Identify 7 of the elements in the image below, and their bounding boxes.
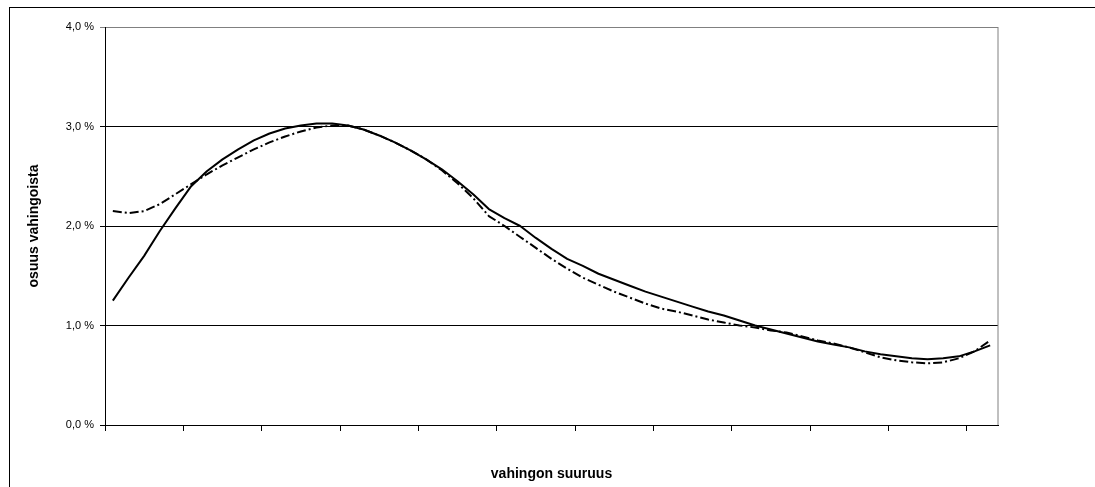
- y-tick-label: 2,0 %: [65, 219, 95, 232]
- y-axis-title: osuus vahingoista: [25, 164, 42, 288]
- y-tick-label: 1,0 %: [65, 318, 95, 331]
- y-tick-label: 3,0 %: [65, 119, 95, 132]
- y-tick-label: 0,0 %: [65, 418, 95, 431]
- y-tick-label: 4,0 %: [65, 20, 95, 33]
- x-axis-title: vahingon suuruus: [490, 465, 613, 482]
